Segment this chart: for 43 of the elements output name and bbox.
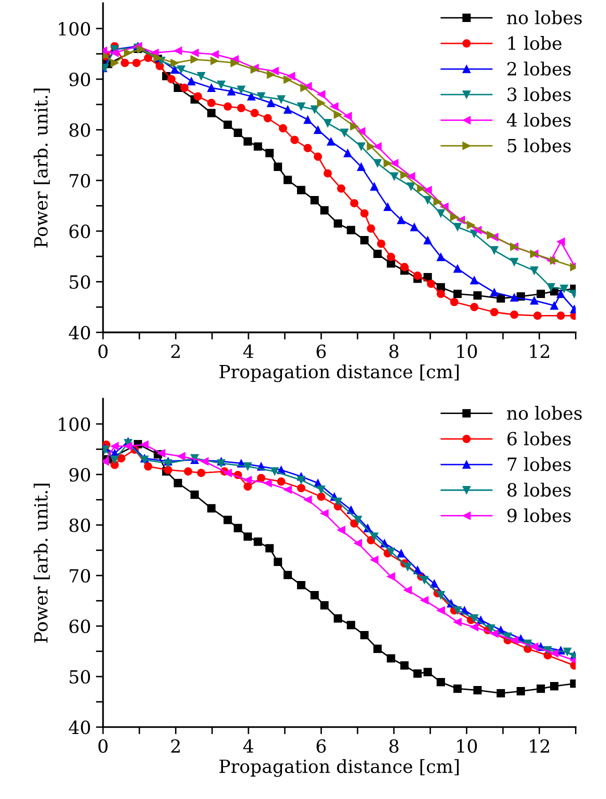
legend-label: 6 lobes (507, 432, 571, 446)
y-tick-label: 70 (70, 174, 90, 188)
legend-label: 4 lobes (506, 112, 571, 127)
x-tick-label: 10 (457, 739, 477, 753)
x-tick-label: 2 (171, 739, 180, 753)
y-tick-label: 60 (69, 620, 90, 634)
legend-label: 2 lobes (507, 62, 571, 76)
legend-label: no lobes (506, 406, 582, 420)
y-tick-label: 100 (58, 22, 90, 36)
y-tick-label: 70 (70, 568, 90, 583)
y-tick-label: 50 (70, 275, 90, 289)
x-tick-label: 2 (171, 344, 180, 358)
y-tick-label: 40 (68, 326, 90, 340)
legend-label: 7 lobes (508, 457, 571, 472)
x-tick-label: 12 (530, 739, 550, 753)
y-tick-label: 40 (68, 720, 90, 734)
y-axis-title: Power [arb. unit.] (34, 484, 50, 643)
y-tick-label: 80 (69, 518, 90, 532)
legend-label: 8 lobes (507, 482, 571, 497)
legend-label: 1 lobe (508, 36, 562, 50)
legend-label: 9 lobes (507, 508, 571, 522)
x-tick-label: 0 (98, 344, 108, 358)
x-tick-label: 8 (389, 344, 398, 358)
x-tick-label: 10 (457, 344, 477, 358)
y-tick-label: 100 (58, 417, 90, 432)
x-tick-label: 4 (243, 739, 254, 753)
x-tick-label: 6 (316, 344, 326, 358)
y-tick-label: 80 (69, 123, 90, 137)
y-tick-label: 50 (70, 670, 90, 684)
y-tick-label: 90 (69, 72, 90, 86)
legend-label: 3 lobes (508, 87, 571, 102)
x-axis-title: Propagation distance [cm] (220, 759, 459, 777)
legend-label: 5 lobes (508, 138, 571, 152)
y-tick-label: 90 (69, 468, 90, 482)
x-axis-title: Propagation distance [cm] (220, 364, 459, 382)
x-tick-label: 8 (389, 739, 398, 753)
y-tick-label: 60 (69, 224, 90, 238)
legend-label: no lobes (506, 10, 582, 24)
y-axis-title: Power [arb. unit.] (34, 88, 50, 248)
x-tick-label: 0 (98, 739, 108, 753)
x-tick-label: 4 (243, 344, 254, 358)
x-tick-label: 6 (316, 739, 326, 753)
x-tick-label: 12 (530, 344, 550, 358)
